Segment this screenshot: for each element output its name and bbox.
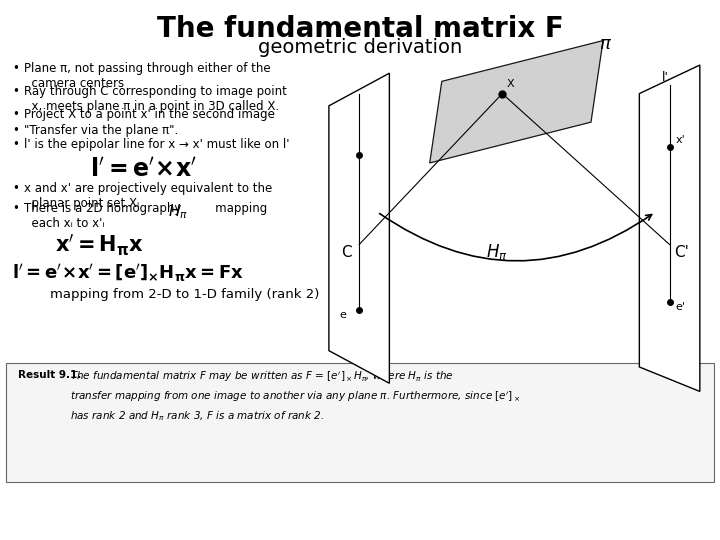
- Text: The fundamental matrix F may be written as F = $[e']_\times H_\pi$, where $H_\pi: The fundamental matrix F may be written …: [70, 370, 521, 423]
- Text: $H_{\pi}$: $H_{\pi}$: [486, 242, 508, 262]
- Text: l': l': [662, 71, 669, 84]
- Polygon shape: [430, 40, 603, 163]
- Text: Result 9.1.: Result 9.1.: [18, 370, 81, 380]
- FancyBboxPatch shape: [6, 363, 714, 482]
- Text: x and x' are projectively equivalent to the
  planar point set Xᵢ: x and x' are projectively equivalent to …: [24, 182, 272, 210]
- Text: e: e: [339, 310, 346, 320]
- Text: There is a 2D homography         mapping
  each xᵢ to x'ᵢ: There is a 2D homography mapping each xᵢ…: [24, 202, 267, 230]
- Text: $\mathbf{x'= H_{\pi}x}$: $\mathbf{x'= H_{\pi}x}$: [55, 232, 144, 258]
- Text: Plane π, not passing through either of the
  camera centers: Plane π, not passing through either of t…: [24, 62, 271, 90]
- Text: "Transfer via the plane π".: "Transfer via the plane π".: [24, 124, 179, 137]
- Text: x': x': [675, 134, 685, 145]
- Text: •: •: [12, 202, 19, 215]
- Text: C: C: [341, 245, 351, 260]
- Text: •: •: [12, 85, 19, 98]
- Text: $\mathbf{l'= e'\!\times\! x' = [e']_{\times}H_{\pi}x = Fx}$: $\mathbf{l'= e'\!\times\! x' = [e']_{\ti…: [12, 262, 244, 284]
- Text: X: X: [506, 79, 514, 90]
- Polygon shape: [639, 65, 700, 392]
- Text: l' is the epipolar line for x → x' must like on l': l' is the epipolar line for x → x' must …: [24, 138, 289, 151]
- Text: $\mathbf{l'= e'\!\times\! x'}$: $\mathbf{l'= e'\!\times\! x'}$: [90, 158, 197, 182]
- Text: •: •: [12, 108, 19, 121]
- Text: e': e': [675, 302, 685, 312]
- Text: C': C': [674, 245, 688, 260]
- Text: •: •: [12, 124, 19, 137]
- Text: •: •: [12, 138, 19, 151]
- Text: $H_{\pi}$: $H_{\pi}$: [168, 202, 188, 221]
- Text: geometric derivation: geometric derivation: [258, 38, 462, 57]
- Text: •: •: [12, 182, 19, 195]
- Text: mapping from 2-D to 1-D family (rank 2): mapping from 2-D to 1-D family (rank 2): [50, 288, 320, 301]
- Text: Project X to a point x' in the second image: Project X to a point x' in the second im…: [24, 108, 275, 121]
- Text: The fundamental matrix F: The fundamental matrix F: [157, 15, 563, 43]
- Text: $\pi$: $\pi$: [599, 35, 612, 53]
- Text: Ray through C corresponding to image point
  x, meets plane π in a point in 3D c: Ray through C corresponding to image poi…: [24, 85, 287, 113]
- Text: •: •: [12, 62, 19, 75]
- Polygon shape: [329, 73, 390, 383]
